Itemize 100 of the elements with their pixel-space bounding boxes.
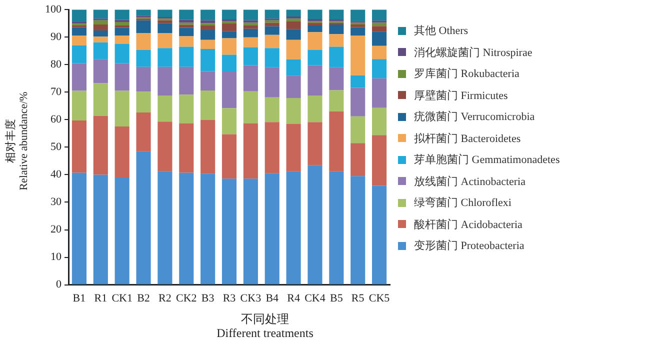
bar xyxy=(308,32,322,50)
bar xyxy=(243,22,258,26)
bar xyxy=(200,90,216,120)
bar xyxy=(264,97,280,122)
bar xyxy=(350,35,366,76)
bar xyxy=(158,122,172,172)
bar xyxy=(114,126,130,178)
bar xyxy=(308,50,322,66)
bar xyxy=(350,88,366,116)
bar xyxy=(286,59,301,76)
bar xyxy=(372,22,387,26)
bar xyxy=(286,124,301,172)
x-tick-label: CK1 xyxy=(112,292,132,304)
bar xyxy=(264,22,280,26)
bar xyxy=(93,83,108,116)
bar xyxy=(329,24,344,34)
bar xyxy=(264,67,280,98)
bar xyxy=(243,47,258,66)
bar xyxy=(179,10,194,20)
y-tick-label: 100 xyxy=(45,3,62,16)
bar xyxy=(200,23,216,26)
bar xyxy=(158,171,172,284)
x-tick-label: CK2 xyxy=(176,292,197,304)
bar xyxy=(243,20,258,23)
bar xyxy=(372,32,387,46)
bar xyxy=(222,10,237,20)
bar xyxy=(179,36,194,47)
bar xyxy=(72,27,87,36)
bar xyxy=(72,120,87,173)
y-tick-label: 70 xyxy=(50,86,62,98)
y-tick-label: 0 xyxy=(56,278,62,291)
bar xyxy=(72,10,87,22)
bar xyxy=(114,44,130,64)
bar xyxy=(350,75,366,88)
bar xyxy=(329,10,344,20)
bar xyxy=(72,90,87,121)
bar xyxy=(179,20,194,23)
bar xyxy=(158,48,172,67)
bar xyxy=(93,10,108,19)
bar xyxy=(308,10,322,19)
bar xyxy=(308,95,322,122)
bar xyxy=(222,54,237,72)
legend-label: 绿弯菌门 Chloroflexi xyxy=(414,196,512,210)
bar xyxy=(72,35,87,46)
bar xyxy=(200,120,216,174)
bar xyxy=(286,10,301,16)
bar xyxy=(158,20,172,24)
y-tick-label: 20 xyxy=(50,224,62,236)
y-tick-label: 10 xyxy=(50,251,62,264)
legend-label: 疣微菌门 Verrucomicrobia xyxy=(414,110,535,124)
bar xyxy=(286,98,301,124)
bar xyxy=(286,18,301,22)
bar xyxy=(329,34,344,47)
bar xyxy=(286,171,301,284)
bar xyxy=(93,42,108,60)
bar xyxy=(179,123,194,173)
bar xyxy=(329,90,344,112)
bar xyxy=(114,63,130,91)
bar xyxy=(286,29,301,40)
bar xyxy=(222,134,237,179)
bar xyxy=(136,112,151,152)
bar xyxy=(329,46,344,68)
bar xyxy=(72,45,87,64)
bar xyxy=(136,92,151,113)
legend-label: 拟杆菌门 Bacteroidetes xyxy=(414,132,521,146)
bar xyxy=(350,176,366,284)
bar xyxy=(200,10,216,20)
bar xyxy=(222,23,237,32)
bar xyxy=(264,20,280,23)
bar xyxy=(200,71,216,91)
bar xyxy=(243,28,258,38)
bar xyxy=(243,178,258,284)
bar xyxy=(93,116,108,175)
bar xyxy=(222,72,237,108)
bar xyxy=(158,23,172,34)
x-tick-label: B1 xyxy=(72,292,86,304)
x-tick-label: R5 xyxy=(351,292,365,304)
x-tick-label: B5 xyxy=(330,292,344,304)
bar xyxy=(264,48,280,68)
bar xyxy=(93,174,108,284)
legend-label: 芽单胞菌门 Gemmatimonadetes xyxy=(414,152,560,168)
bar xyxy=(243,10,258,20)
bar xyxy=(200,48,216,72)
x-tick-label: R4 xyxy=(287,292,300,304)
bar xyxy=(308,26,322,32)
bar xyxy=(243,91,258,124)
legend-label: 其他 Others xyxy=(414,24,468,38)
y-axis-title: 相对丰度 Relative abundance/% xyxy=(5,90,31,192)
bar xyxy=(308,165,322,284)
bar xyxy=(136,66,151,92)
bar xyxy=(114,22,130,26)
bar xyxy=(179,24,194,28)
bar xyxy=(179,46,194,67)
x-tick-label: CK5 xyxy=(368,292,390,304)
bar xyxy=(350,116,366,144)
bar xyxy=(114,35,130,44)
bar xyxy=(72,63,87,91)
bar xyxy=(222,108,237,134)
bar xyxy=(286,16,301,19)
bar xyxy=(264,10,280,19)
